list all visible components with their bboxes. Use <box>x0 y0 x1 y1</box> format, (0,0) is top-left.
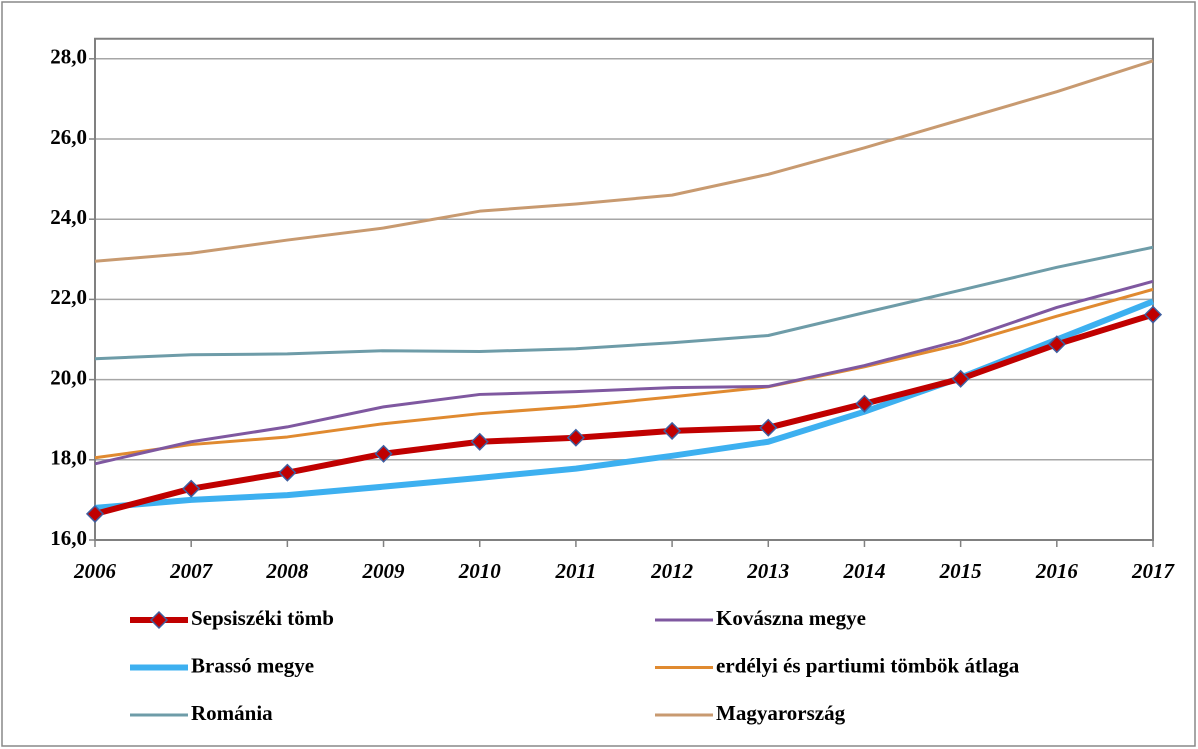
x-tick-label: 2008 <box>265 559 309 583</box>
legend-label: Kovászna megye <box>716 606 866 630</box>
point-marker <box>951 369 970 388</box>
series-line <box>94 59 1154 263</box>
series-line <box>94 279 1154 466</box>
legend-marker <box>149 610 169 630</box>
series-line <box>94 245 1154 361</box>
point-marker <box>1143 305 1163 324</box>
x-tick-label: 2014 <box>842 559 885 583</box>
x-tick-label: 2015 <box>939 559 982 583</box>
legend-label: Magyarország <box>716 701 846 725</box>
point-marker <box>85 504 105 523</box>
y-tick-label: 28,0 <box>50 45 87 69</box>
point-marker <box>663 421 682 440</box>
point-marker <box>855 394 874 413</box>
x-tick-label: 2016 <box>1035 559 1079 583</box>
series-line <box>94 311 1154 517</box>
point-marker <box>374 444 393 463</box>
y-tick-label: 26,0 <box>50 125 87 149</box>
legend-label: Románia <box>191 701 273 725</box>
y-tick-label: 16,0 <box>50 526 87 550</box>
x-tick-label: 2017 <box>1131 559 1176 583</box>
x-tick-label: 2013 <box>746 559 789 583</box>
legend-label: Sepsiszéki tömb <box>191 606 334 630</box>
point-marker <box>182 479 201 498</box>
x-tick-label: 2009 <box>362 559 406 583</box>
point-marker <box>759 418 778 437</box>
point-marker <box>470 432 489 451</box>
point-marker <box>1047 335 1066 354</box>
y-tick-label: 18,0 <box>50 446 87 470</box>
y-tick-label: 24,0 <box>50 205 87 229</box>
x-tick-label: 2011 <box>554 559 596 583</box>
y-tick-label: 22,0 <box>50 285 87 309</box>
x-tick-label: 2012 <box>650 559 694 583</box>
legend-label: erdélyi és partiumi tömbök átlaga <box>716 653 1020 677</box>
point-marker <box>566 428 585 447</box>
x-tick-label: 2006 <box>73 559 117 583</box>
point-marker <box>278 463 297 482</box>
x-tick-label: 2007 <box>169 559 214 583</box>
y-tick-label: 20,0 <box>50 365 87 389</box>
series-line <box>94 287 1154 460</box>
x-tick-label: 2010 <box>458 559 502 583</box>
legend-label: Brassó megye <box>191 653 314 677</box>
